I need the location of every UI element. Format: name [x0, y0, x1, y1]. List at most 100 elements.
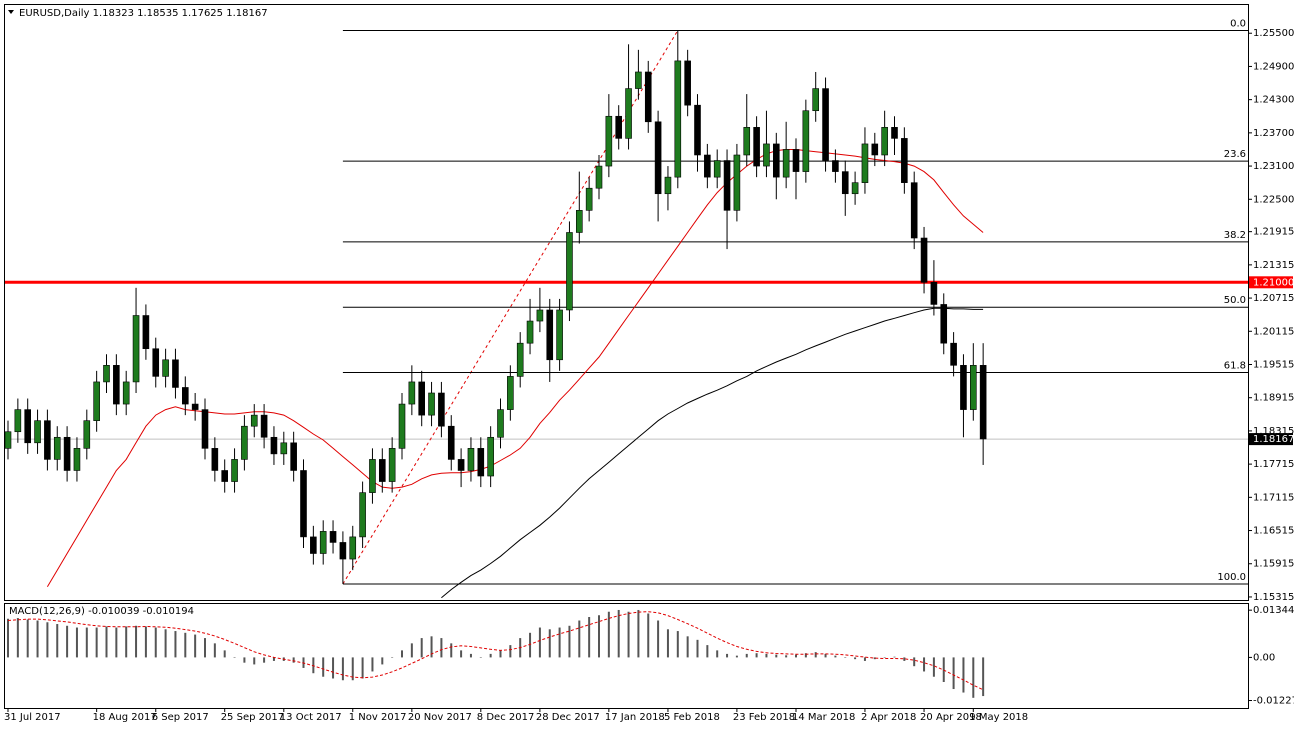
macd-bar — [666, 629, 669, 658]
macd-bar — [962, 657, 965, 693]
macd-bar — [588, 617, 591, 658]
candle-body — [329, 531, 337, 543]
x-tick-label: 2 Apr 2018 — [861, 712, 916, 723]
candle-body — [378, 459, 386, 482]
macd-bar — [253, 657, 256, 665]
macd-bar — [46, 622, 49, 658]
macd-bar — [233, 657, 236, 658]
candle-body — [674, 60, 682, 178]
candle-body — [822, 88, 829, 161]
macd-bar — [627, 611, 630, 658]
candle-body — [536, 309, 544, 322]
macd-bar — [7, 618, 9, 658]
candle-body — [467, 448, 475, 471]
macd-bar — [863, 657, 866, 661]
macd-bar — [775, 654, 778, 658]
y-tick-label: 1.24900 — [1253, 61, 1294, 72]
macd-bar — [85, 627, 88, 658]
macd-bar — [706, 645, 709, 658]
macd-bar — [272, 657, 275, 661]
macd-bar — [341, 657, 344, 681]
candle-body — [270, 436, 278, 455]
candle-body — [398, 403, 406, 449]
macd-bar — [745, 653, 748, 658]
candle-body — [507, 376, 514, 410]
macd-bar — [972, 657, 975, 698]
macd-bar — [450, 643, 453, 658]
macd-bar — [125, 626, 128, 658]
y-tick-label: 1.22500 — [1253, 194, 1294, 205]
macd-bar — [735, 655, 738, 658]
macd-bar — [460, 650, 463, 658]
candle-body — [901, 138, 908, 183]
macd-bar — [420, 638, 423, 658]
macd-bar — [66, 625, 69, 658]
plot: 1.25500 1.24900 1.24300 1.23700 1.23100 1.225… — [4, 18, 1294, 723]
macd-bar — [105, 626, 108, 658]
menu-triangle[interactable] — [8, 10, 14, 14]
candle-body — [743, 127, 751, 156]
macd-bar — [351, 657, 354, 681]
candle-body — [516, 342, 524, 377]
macd-bar — [371, 657, 374, 672]
candle-body — [497, 409, 504, 438]
candle-body — [753, 127, 760, 167]
candle-body — [369, 459, 376, 493]
candle-body — [950, 342, 957, 366]
macd-bar — [785, 655, 788, 658]
macd-bar — [410, 643, 413, 658]
candle-body — [969, 365, 977, 410]
candle-body — [891, 127, 898, 139]
candle-body — [310, 536, 317, 554]
candle-body — [408, 381, 416, 405]
candle-body — [615, 115, 623, 139]
macd-bar — [489, 653, 492, 658]
macd-bar — [529, 632, 532, 658]
macd-bar — [686, 636, 689, 658]
macd-bar — [952, 657, 955, 690]
macd-bar — [213, 643, 216, 658]
macd-bar — [16, 618, 19, 658]
macd-bar — [578, 620, 581, 658]
candle-body — [182, 387, 189, 405]
x-tick-label: 20 Nov 2017 — [408, 712, 472, 723]
macd-bar — [726, 653, 729, 658]
candle-body — [812, 88, 820, 112]
macd-bar — [755, 653, 758, 658]
macd-bar — [696, 639, 699, 658]
macd-bar — [95, 627, 98, 658]
candle-body — [920, 237, 928, 283]
x-tick-label: 25 Sep 2017 — [221, 712, 284, 723]
x-tick-label: 14 Mar 2018 — [792, 712, 855, 723]
x-tick-label: 31 Jul 2017 — [4, 712, 61, 723]
candle-body — [250, 414, 258, 427]
fib-label: 23.6 — [1224, 149, 1246, 160]
candle-body — [566, 232, 573, 311]
candle-body — [201, 409, 209, 449]
y-tick-label: 1.18315 — [1253, 426, 1294, 437]
candle-body — [635, 71, 642, 89]
candle-body — [418, 381, 426, 416]
candle-body — [241, 425, 248, 460]
candle-body — [359, 492, 366, 538]
y-tick-label: 1.17115 — [1253, 492, 1294, 503]
macd-bar — [637, 609, 640, 658]
macd-bar — [332, 657, 335, 679]
candle-body — [871, 143, 879, 156]
x-tick-label: 6 Sep 2017 — [152, 712, 209, 723]
candle-body — [556, 309, 563, 361]
macd-bar — [144, 626, 147, 658]
y-tick-label: 1.16515 — [1253, 526, 1294, 537]
candle-body — [388, 448, 396, 482]
candle-body — [457, 459, 465, 471]
macd-bar — [598, 615, 600, 658]
macd-bar — [558, 627, 561, 658]
candle-body — [979, 365, 987, 440]
y-tick-label: 1.15915 — [1253, 559, 1294, 570]
macd-bar — [164, 629, 167, 658]
candle-body — [428, 392, 435, 416]
candle-body — [191, 403, 199, 410]
candle-body — [940, 304, 948, 344]
macd-tick-label: 0.00 — [1253, 652, 1275, 663]
